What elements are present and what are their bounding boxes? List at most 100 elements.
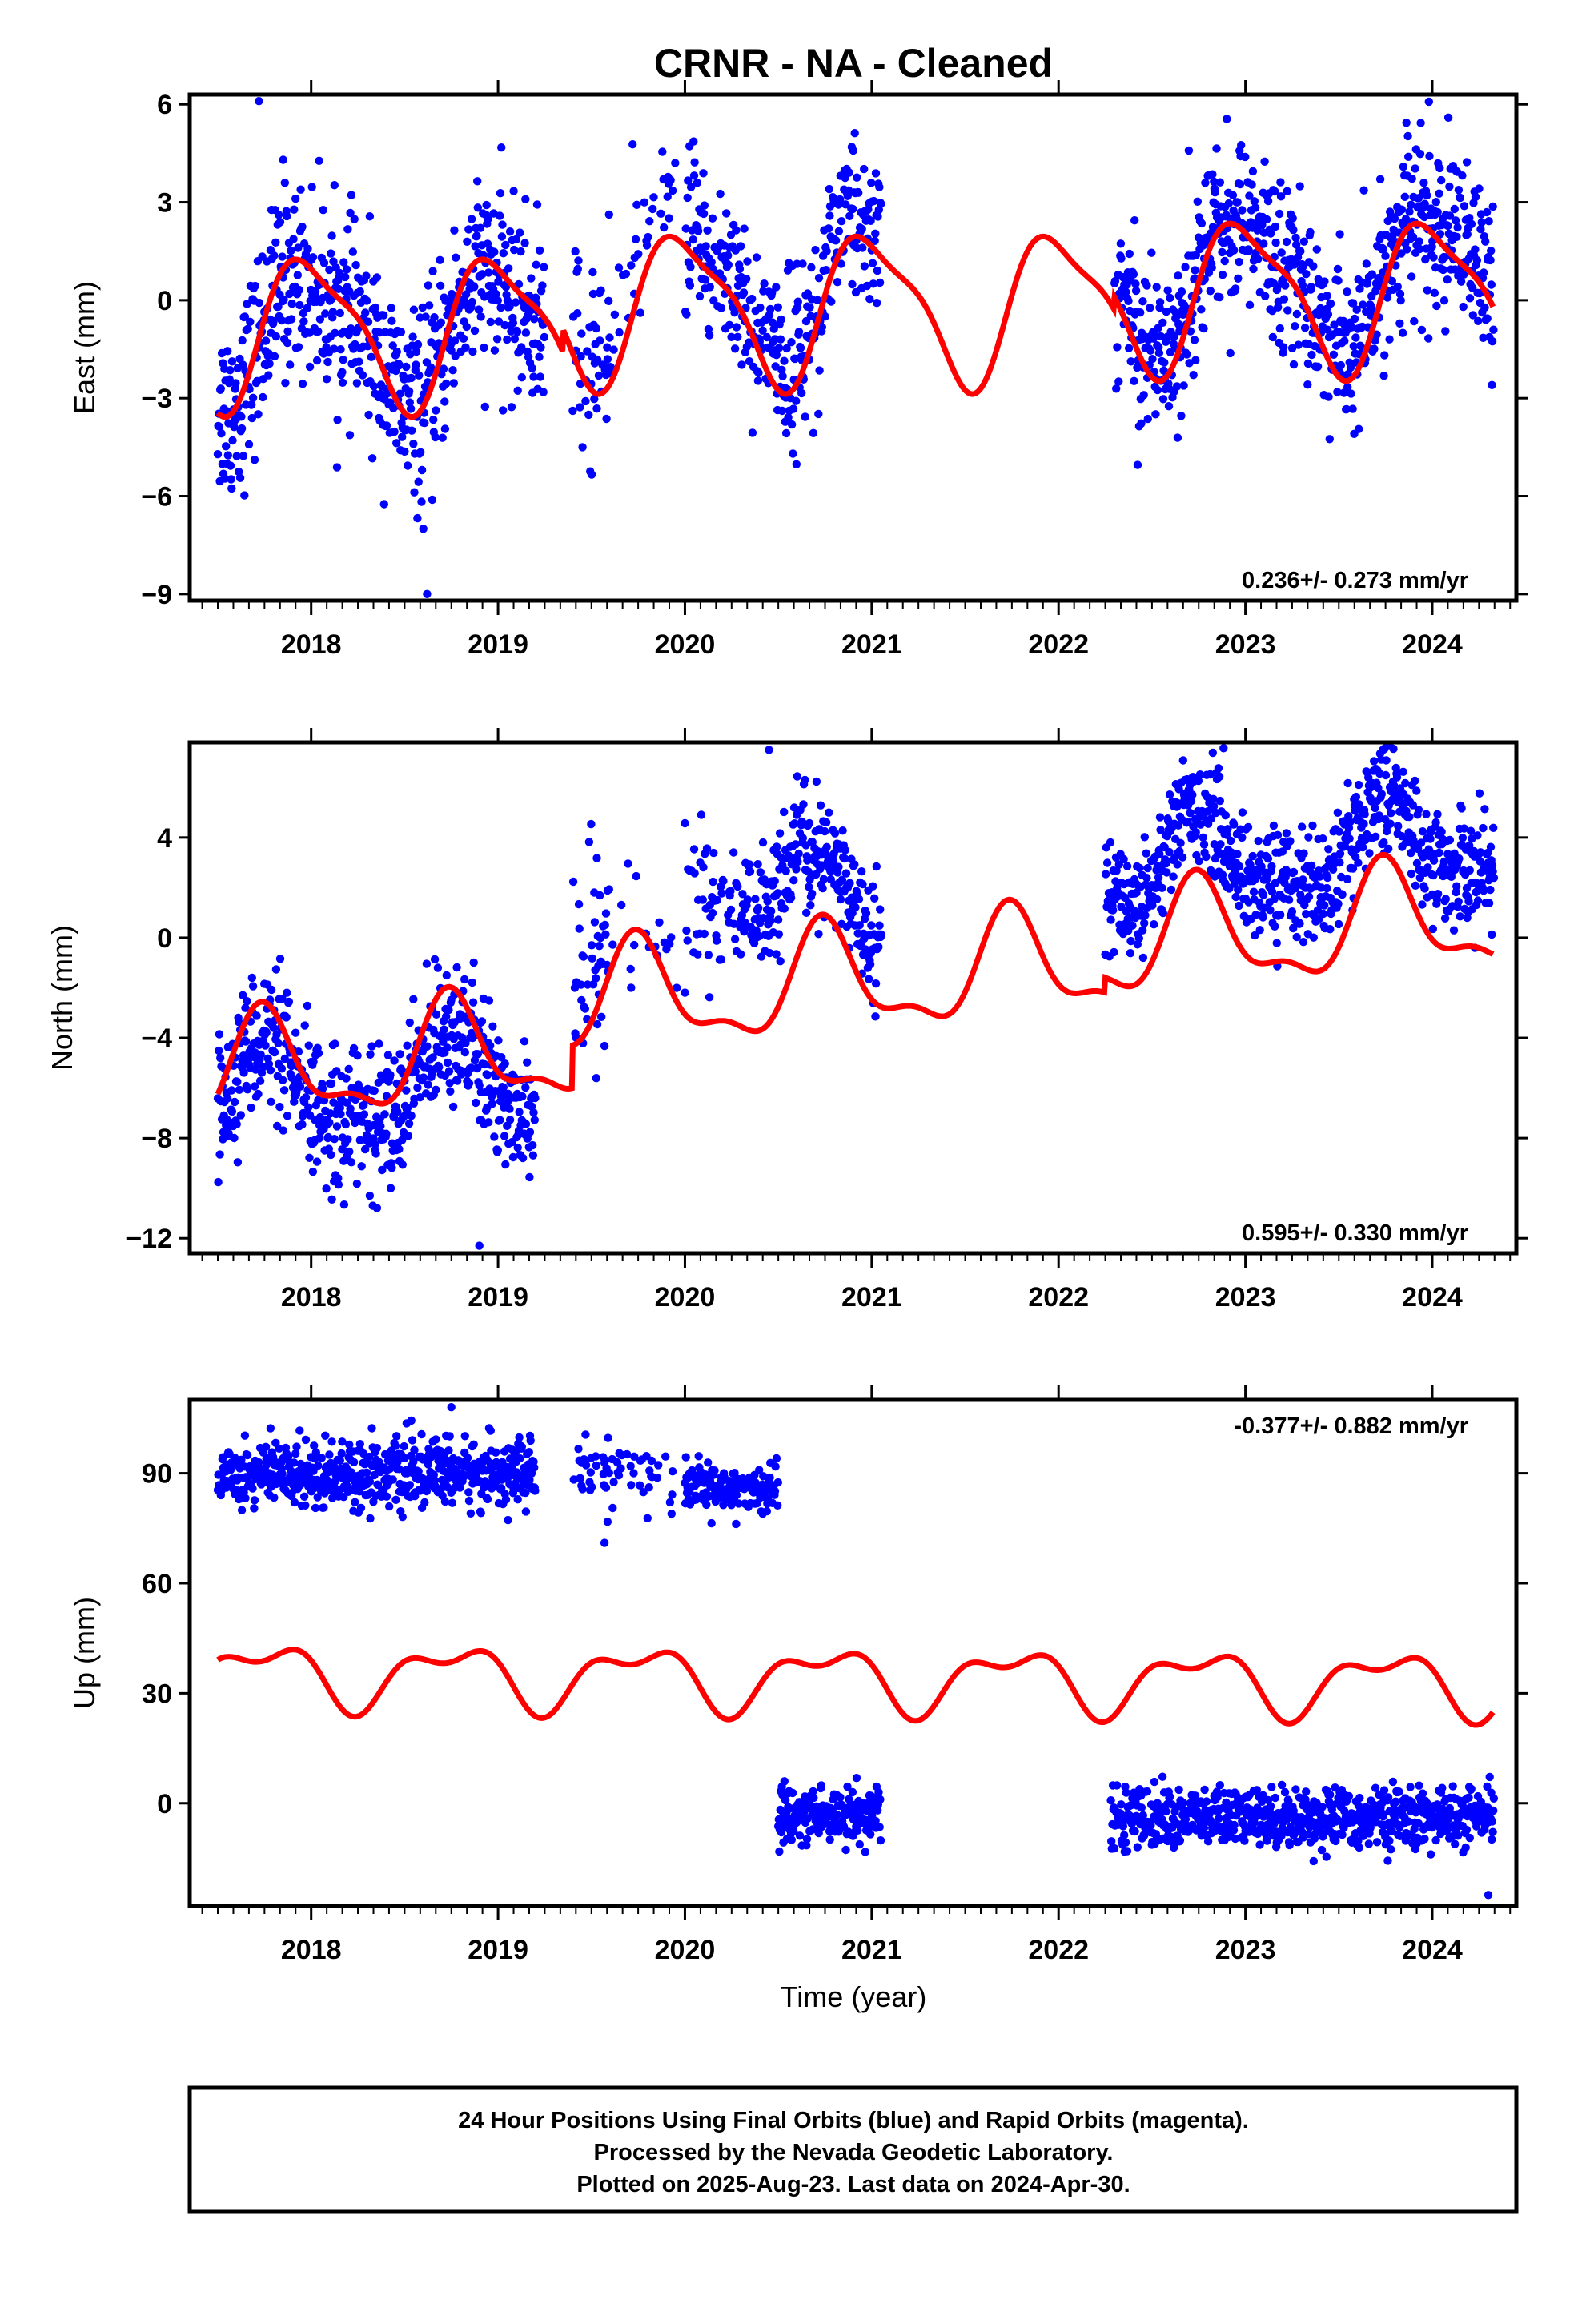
data-point [1380, 351, 1389, 360]
data-point [355, 1440, 364, 1449]
y-tick-label: 0 [157, 923, 172, 954]
data-point [1415, 150, 1425, 159]
data-point [1418, 900, 1427, 909]
data-point [387, 1164, 396, 1172]
north-rate-label: 0.595+/- 0.330 mm/yr [1242, 1220, 1468, 1246]
data-point [331, 1039, 339, 1048]
data-point [505, 227, 515, 236]
data-point [464, 1488, 473, 1497]
data-point [1381, 770, 1391, 780]
data-point [405, 1481, 414, 1490]
data-point [621, 269, 631, 279]
data-point [1455, 854, 1464, 863]
data-point [1158, 318, 1167, 327]
data-point [1276, 192, 1286, 201]
data-point-outlier [279, 155, 287, 164]
data-point [649, 193, 658, 202]
data-point [870, 894, 879, 903]
data-point [1471, 192, 1480, 202]
data-point [536, 343, 545, 352]
data-point [214, 1177, 223, 1187]
data-point [1304, 892, 1314, 901]
data-point [1195, 857, 1203, 866]
data-point [520, 239, 529, 247]
data-point [665, 939, 674, 948]
data-point [1351, 333, 1360, 342]
data-point [876, 1795, 885, 1804]
data-point [683, 936, 692, 945]
data-point [605, 333, 614, 342]
data-point [1235, 257, 1243, 267]
data-point [1235, 179, 1245, 189]
data-point [1170, 332, 1179, 340]
data-point [1467, 219, 1476, 228]
data-point [1349, 342, 1359, 351]
data-point [590, 918, 600, 927]
data-point [1307, 861, 1316, 870]
data-point [656, 209, 665, 218]
data-point [1207, 814, 1216, 823]
data-point [460, 1047, 469, 1057]
data-point [243, 300, 251, 308]
data-point [1245, 191, 1254, 200]
data-point [1489, 325, 1498, 334]
data-point [318, 1084, 327, 1093]
data-point [1387, 276, 1397, 286]
data-point [516, 1454, 524, 1463]
data-point [483, 1494, 492, 1504]
data-point [1117, 254, 1126, 263]
data-point [1421, 255, 1430, 264]
x-tick-label: 2022 [1028, 629, 1089, 660]
data-point [315, 1134, 323, 1143]
data-point [738, 890, 747, 899]
data-point [684, 176, 693, 185]
data-point [1259, 891, 1268, 899]
data-point [596, 891, 604, 900]
data-point [240, 1431, 250, 1440]
data-point [305, 1153, 314, 1163]
data-point [1194, 776, 1203, 786]
data-point [740, 224, 749, 233]
data-point [1234, 885, 1243, 895]
data-point [1335, 827, 1344, 836]
data-point [647, 1456, 656, 1466]
data-point [1431, 818, 1440, 827]
data-point [333, 416, 342, 424]
data-point [1273, 830, 1283, 840]
data-point [494, 317, 504, 326]
data-point [1162, 858, 1170, 868]
data-point [330, 344, 339, 353]
data-point [767, 907, 776, 915]
data-point [793, 772, 801, 781]
data-point [244, 440, 254, 449]
data-point [689, 137, 698, 146]
data-point [1284, 895, 1294, 904]
data-point [440, 397, 449, 406]
data-point [1177, 412, 1186, 420]
data-point [1379, 372, 1388, 380]
data-point [520, 1037, 529, 1046]
data-point [1251, 203, 1260, 212]
data-point [243, 997, 251, 1006]
data-point [855, 921, 864, 930]
data-point [571, 247, 580, 256]
data-point [1462, 158, 1472, 167]
x-tick-label: 2020 [655, 1282, 716, 1313]
data-point [1136, 308, 1145, 317]
data-point [432, 1010, 441, 1019]
data-point [603, 343, 612, 352]
data-point [645, 217, 654, 226]
data-point [869, 882, 877, 891]
data-point [797, 388, 806, 398]
data-point [261, 1442, 271, 1452]
data-point [1238, 808, 1247, 817]
data-point [789, 1827, 798, 1836]
data-point [836, 195, 845, 204]
data-point [868, 259, 877, 267]
data-point [1235, 901, 1243, 911]
data-point [1298, 281, 1307, 290]
data-point [322, 1184, 331, 1193]
data-point [1133, 460, 1142, 469]
data-point [861, 1848, 870, 1856]
data-point [1487, 280, 1496, 289]
